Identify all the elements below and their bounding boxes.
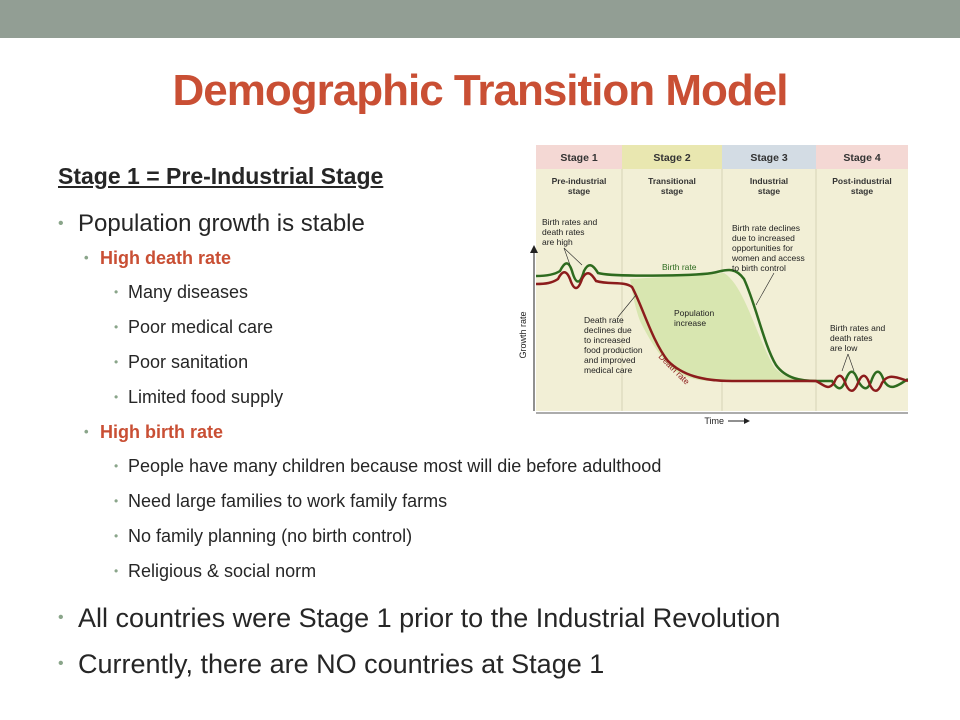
bullet-birth-item: • Religious & social norm: [58, 554, 938, 589]
bullet-text: Many diseases: [128, 282, 249, 302]
annotation-pointer: [617, 294, 637, 318]
death-rate-line: [535, 271, 909, 392]
stage-name-1: Pre-industrial stage: [552, 176, 607, 196]
bullet-dot-icon: •: [58, 215, 64, 232]
top-accent-bar: [0, 0, 960, 38]
bullet-dot-icon: •: [114, 285, 119, 299]
bullet-death-item: • Poor medical care: [58, 310, 938, 345]
birth-rate-line: [535, 262, 909, 390]
bullet-currently: • Currently, there are NO countries at St…: [58, 641, 938, 687]
bullet-dot-icon: •: [114, 529, 119, 543]
bullet-text: Population growth is stable: [78, 210, 365, 237]
bullet-text: Need large families to work family farms: [128, 491, 448, 511]
bullet-birth-item: • People have many children because most …: [58, 449, 938, 484]
stage-label-4: Stage 4: [843, 152, 881, 164]
stage-header-2: [622, 145, 722, 169]
stage-header-4: [816, 145, 908, 169]
stage-label-3: Stage 3: [750, 152, 788, 164]
bullet-dot-icon: •: [58, 609, 64, 626]
bullet-text: Religious & social norm: [128, 561, 317, 581]
population-increase-area: [630, 273, 816, 381]
stage-heading: Stage 1 = Pre-Industrial Stage: [58, 163, 384, 189]
slide-title: Demographic Transition Model: [172, 66, 789, 115]
stage-name-2: Transitional stage: [648, 176, 696, 196]
bullet-dot-icon: •: [114, 355, 119, 369]
x-axis-arrow-icon: [744, 418, 750, 424]
bullet-death-item: • Many diseases: [58, 275, 938, 310]
annotation-stage1: Birth rates and death rates are high: [542, 217, 598, 247]
bullet-text: No family planning (no birth control): [128, 526, 413, 546]
bullet-dot-icon: •: [114, 494, 119, 508]
bullet-growth: • Population growth is stable: [58, 207, 938, 241]
bullet-text: Limited food supply: [128, 387, 284, 407]
bullet-text: People have many children because most w…: [128, 456, 662, 476]
bullet-text: High birth rate: [100, 422, 224, 442]
stage-name-4: Post-industrial stage: [832, 176, 892, 196]
y-axis-label: Growth rate: [518, 311, 528, 358]
bullet-dot-icon: •: [114, 564, 119, 578]
bullet-dot-icon: •: [114, 320, 119, 334]
x-axis-label: Time: [704, 416, 724, 426]
stage-header-1: [536, 145, 622, 169]
bullet-text: Poor sanitation: [128, 352, 249, 372]
bullet-text: All countries were Stage 1 prior to the …: [78, 603, 781, 633]
annotation-pointer: [841, 353, 849, 372]
demographic-transition-chart: Stage 1 Stage 2 Stage 3 Stage 4 Pre-indu…: [512, 145, 909, 427]
chart-svg: Stage 1 Stage 2 Stage 3 Stage 4 Pre-indu…: [518, 145, 909, 426]
bullet-text: High death rate: [100, 248, 232, 268]
stage-name-3: Industrial stage: [750, 176, 788, 196]
bullet-dot-icon: •: [114, 390, 119, 404]
y-axis-arrow-icon: [530, 245, 538, 253]
stage-label-1: Stage 1: [560, 152, 598, 164]
stage-header-3: [722, 145, 816, 169]
annotation-stage4: Birth rates and death rates are low: [830, 323, 886, 353]
birth-rate-label: Birth rate: [662, 262, 697, 272]
bullet-dot-icon: •: [84, 424, 89, 439]
bullet-text: Currently, there are NO countries at Sta…: [78, 649, 605, 679]
annotation-pointer: [847, 353, 855, 372]
stage-label-2: Stage 2: [653, 152, 691, 164]
bullet-dot-icon: •: [114, 459, 119, 473]
bullet-birth-item: • No family planning (no birth control): [58, 519, 938, 554]
bullet-death-item: • Poor sanitation: [58, 345, 938, 380]
bullet-dot-icon: •: [58, 655, 64, 672]
bullet-birth-item: • Need large families to work family farm…: [58, 484, 938, 519]
population-increase-label: Population increase: [674, 308, 714, 328]
bullet-dot-icon: •: [84, 250, 89, 265]
bullet-birth-rate: • High birth rate: [58, 415, 938, 449]
annotation-stage2: Death rate declines due to increased food p…: [584, 315, 643, 375]
annotation-pointer: [563, 247, 583, 266]
bullet-list: • Population growth is stable • High death…: [58, 207, 938, 687]
annotation-pointer: [563, 247, 571, 266]
bullet-industrial: • All countries were Stage 1 prior to the…: [58, 595, 938, 641]
bullet-text: Poor medical care: [128, 317, 274, 337]
annotation-stage3: Birth rate declines due to increased oppor…: [731, 223, 805, 273]
bullet-death-item: • Limited food supply: [58, 380, 938, 415]
annotation-pointer: [755, 272, 775, 306]
bullet-death-rate: • High death rate: [58, 241, 938, 275]
